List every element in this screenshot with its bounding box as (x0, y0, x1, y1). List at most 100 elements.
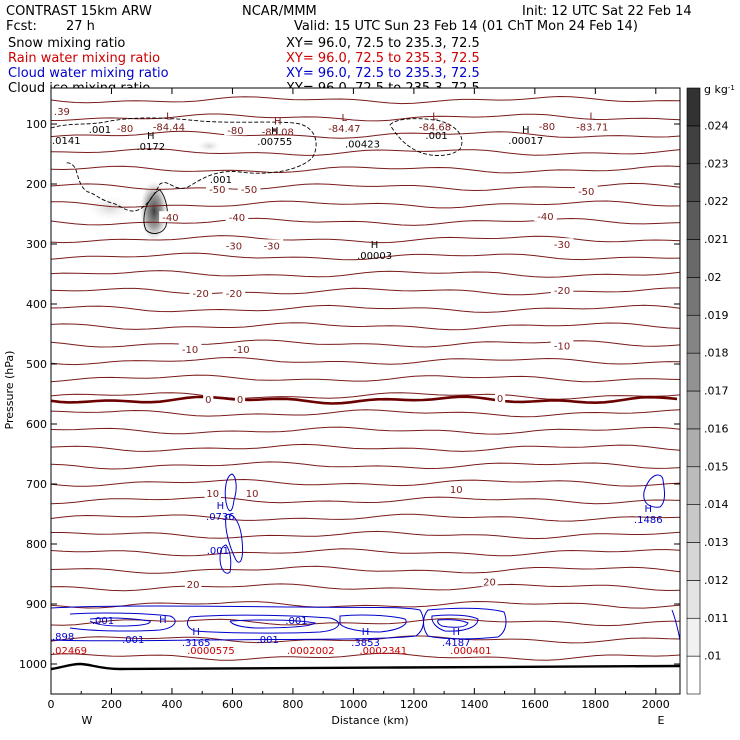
contour-value-label: .0002002 (287, 646, 335, 657)
extremum-value: .0736 (206, 512, 235, 523)
extremum-value: .3853 (351, 638, 380, 649)
isotherm (51, 652, 680, 661)
isotherm-label: 10 (450, 485, 463, 496)
colorbar-label: .014 (704, 498, 729, 511)
isotherm-label: -30 (226, 241, 242, 252)
extremum-mark: H (522, 125, 530, 136)
isotherm (51, 426, 680, 435)
label-bg (222, 286, 246, 298)
x-tick-label: 1400 (460, 698, 488, 711)
ice-shading-faint (197, 140, 221, 152)
field-name-rain: Rain water mixing ratio (8, 51, 160, 66)
colorbar-swatch (686, 390, 701, 430)
label-bg (206, 183, 229, 194)
isotherm (51, 583, 680, 592)
isotherm (51, 217, 680, 226)
isotherm-label: 0 (205, 395, 211, 406)
label-bg (203, 393, 214, 404)
isotherm-label: -50 (209, 185, 225, 196)
label-bg (534, 210, 557, 221)
org-label: NCAR/MMM (242, 4, 317, 19)
colorbar-swatch (686, 163, 701, 202)
isotherm (51, 496, 680, 505)
west-label: W (82, 714, 93, 727)
isotherm (51, 548, 680, 557)
extremum-value: .3165 (182, 638, 211, 649)
extremum-mark: H (452, 627, 460, 638)
isotherm (51, 339, 680, 348)
extremum-mark: L (590, 112, 596, 123)
isotherm (51, 165, 680, 174)
isotherm (51, 635, 680, 644)
ice-contour (389, 118, 463, 156)
isotherm (51, 600, 680, 609)
isotherm (51, 113, 680, 122)
colorbar-label: .015 (704, 460, 729, 473)
label-bg (494, 391, 506, 403)
extremum-value: .00755 (257, 137, 292, 148)
label-bg (234, 393, 246, 404)
ice-shading-faint (88, 196, 132, 220)
x-tick-label: 1600 (521, 698, 549, 711)
label-bg (204, 487, 221, 499)
isotherm-label: 0 (497, 394, 503, 405)
isotherm-label: 0 (237, 395, 243, 406)
contour-value-label: .02469 (52, 646, 87, 657)
isotherm (51, 235, 680, 244)
contour-value-label: .0141 (52, 136, 81, 147)
contour-value-label: .001 (89, 125, 111, 136)
isotherm-label: -40 (229, 213, 245, 224)
isotherm-label: -10 (554, 342, 570, 353)
extremum-mark: L (166, 112, 172, 123)
extremum-value: -85.08 (262, 127, 294, 138)
extremum-mark: H (217, 501, 225, 512)
colorbar-swatch (686, 239, 701, 278)
isotherm (51, 478, 680, 487)
label-bg (535, 120, 559, 131)
plot-frame (50, 87, 681, 695)
label-bg (550, 238, 574, 250)
contour-labels: -80 -80 -80 -50 -50 -50 -40 -40 -40 -30 -30 -30 -20 -… (52, 107, 663, 657)
colorbar-label: .02 (704, 271, 722, 284)
isotherm-label: 10 (246, 489, 259, 500)
ice-contour (51, 117, 317, 212)
extremum-mark: H (147, 131, 155, 142)
contour-value-label: .001 (285, 616, 307, 627)
contour-value-label: .001 (92, 616, 114, 627)
extremum-value: .4187 (442, 638, 471, 649)
freezing-level-line (51, 395, 678, 405)
y-axis-label: Pressure (hPa) (3, 351, 16, 430)
x-tick-label: 200 (101, 698, 122, 711)
extremum-mark: L (432, 112, 438, 123)
colorbar-unit: g kg-1 (704, 83, 735, 96)
isotherm-label: -80 (227, 126, 243, 137)
header: CONTRAST 15km ARW NCAR/MMM Init: 12 UTC … (6, 4, 692, 96)
extremum-value: .00017 (508, 136, 543, 147)
isotherm (51, 392, 680, 400)
colorbar-label: .013 (704, 536, 729, 549)
y-tick-label: 800 (26, 538, 47, 551)
field-xy-rain: XY= 96.0, 72.5 to 235.3, 72.5 (286, 51, 480, 66)
contour-value-label: .001 (257, 635, 279, 646)
isotherm (51, 565, 680, 574)
colorbar-swatch (686, 201, 701, 240)
isotherm-label: 10 (206, 489, 219, 500)
isotherm (51, 130, 680, 139)
extremum-mark: H (362, 627, 370, 638)
isotherm (51, 200, 680, 209)
extremum-value: -84.44 (153, 123, 185, 134)
isotherm-label: -50 (578, 187, 594, 198)
label-bg (550, 283, 574, 295)
isotherm-label: -30 (554, 240, 570, 251)
colorbar-swatch (686, 428, 701, 468)
label-bg (481, 575, 498, 587)
label-bg (113, 121, 137, 133)
isotherm-label: -40 (537, 212, 553, 223)
isotherm-label: 20 (483, 577, 496, 588)
east-label: E (658, 714, 665, 727)
y-tick-label: 100 (26, 118, 47, 131)
colorbar-label: .019 (704, 309, 729, 322)
extremum-value: -84.47 (328, 124, 360, 135)
y-tick-label: 400 (26, 298, 47, 311)
